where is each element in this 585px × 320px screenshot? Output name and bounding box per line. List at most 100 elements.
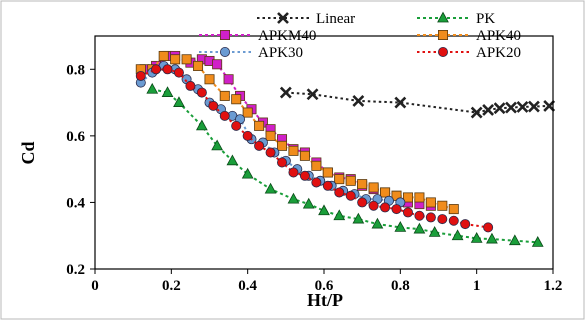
data-point <box>482 103 495 116</box>
series-line <box>140 68 489 229</box>
data-point <box>254 140 265 151</box>
x-tick-label: 1.2 <box>544 278 563 294</box>
data-point <box>279 86 292 99</box>
legend: Linear PK APKM40 APK40 APK30 APK20 <box>199 11 521 61</box>
data-point <box>288 145 299 156</box>
data-point <box>334 174 345 185</box>
legend-marker <box>219 47 230 58</box>
data-point <box>357 197 368 208</box>
data-point <box>425 197 436 208</box>
data-point <box>299 170 310 181</box>
data-point <box>352 212 365 224</box>
data-point <box>219 110 230 121</box>
data-point <box>219 90 230 101</box>
data-point <box>170 54 181 65</box>
data-point <box>173 67 184 78</box>
legend-item: APK20 <box>417 45 521 61</box>
data-point <box>448 215 459 226</box>
data-point <box>470 232 483 243</box>
data-point <box>516 100 529 113</box>
data-point <box>231 120 242 131</box>
data-point <box>493 102 506 115</box>
data-point <box>264 182 277 194</box>
data-point <box>505 101 517 114</box>
data-point <box>223 74 234 85</box>
data-point <box>334 187 345 198</box>
data-point <box>428 226 441 237</box>
legend-marker <box>219 29 230 40</box>
data-point <box>288 167 299 178</box>
x-tick-label: 0.8 <box>391 278 410 294</box>
data-point <box>394 221 407 232</box>
data-point <box>196 87 207 98</box>
x-tick-label: 0.6 <box>315 278 334 294</box>
data-point <box>391 204 402 215</box>
data-point <box>277 157 288 168</box>
data-point <box>195 119 208 131</box>
data-point <box>211 139 224 151</box>
data-point <box>306 88 319 101</box>
data-point <box>402 192 413 203</box>
data-point <box>322 180 333 191</box>
data-point <box>413 222 426 234</box>
data-point <box>448 204 459 215</box>
x-tick-label: 0 <box>91 278 99 294</box>
legend-marker <box>437 29 448 40</box>
data-point <box>322 167 333 178</box>
data-point <box>204 74 215 85</box>
legend-marker <box>277 12 289 24</box>
legend-item: APK40 <box>417 28 521 44</box>
legend-item: APK30 <box>199 45 303 61</box>
series-apk20 <box>135 64 494 233</box>
data-point <box>151 64 162 75</box>
data-point <box>483 222 494 233</box>
data-point <box>208 100 219 111</box>
data-point <box>277 140 288 151</box>
legend-label: APK40 <box>476 28 521 44</box>
data-point <box>173 96 185 107</box>
data-point <box>333 209 346 221</box>
data-point <box>345 190 356 201</box>
data-point <box>162 64 173 75</box>
data-point <box>287 192 300 204</box>
data-point <box>531 236 544 247</box>
data-point <box>486 232 498 244</box>
data-point <box>527 100 540 113</box>
data-point <box>368 182 379 193</box>
data-point <box>311 160 322 171</box>
data-point <box>193 60 204 71</box>
data-point <box>470 106 483 119</box>
data-point <box>185 80 196 91</box>
data-point <box>451 229 464 241</box>
data-point <box>231 94 242 105</box>
y-tick-label: 0.8 <box>66 62 85 78</box>
legend-item: Linear <box>257 11 355 27</box>
data-point <box>311 177 322 188</box>
data-point <box>460 219 471 230</box>
legend-label: Linear <box>316 11 355 27</box>
data-point <box>241 167 254 179</box>
data-point <box>402 207 413 218</box>
legend-item: APKM40 <box>199 28 316 44</box>
x-tick-label: 0.4 <box>238 278 257 294</box>
y-tick-label: 0.2 <box>66 262 85 278</box>
data-point <box>352 94 365 107</box>
legend-item: PK <box>417 11 495 27</box>
legend-marker <box>437 11 449 23</box>
x-tick-label: 1 <box>473 278 481 294</box>
axes: 0 0.2 0.4 0.6 0.8 1 1.2 0.2 0.4 0.6 0.8 <box>66 35 563 294</box>
data-point <box>414 192 425 203</box>
data-point <box>437 200 448 211</box>
data-point <box>161 86 174 97</box>
data-point <box>394 96 407 109</box>
data-point <box>242 130 253 141</box>
legend-marker <box>437 47 448 58</box>
series-linear <box>279 86 556 119</box>
data-point <box>158 50 169 61</box>
data-point <box>414 210 425 221</box>
data-point <box>368 200 379 211</box>
series-line <box>152 88 538 244</box>
data-point <box>226 154 239 166</box>
